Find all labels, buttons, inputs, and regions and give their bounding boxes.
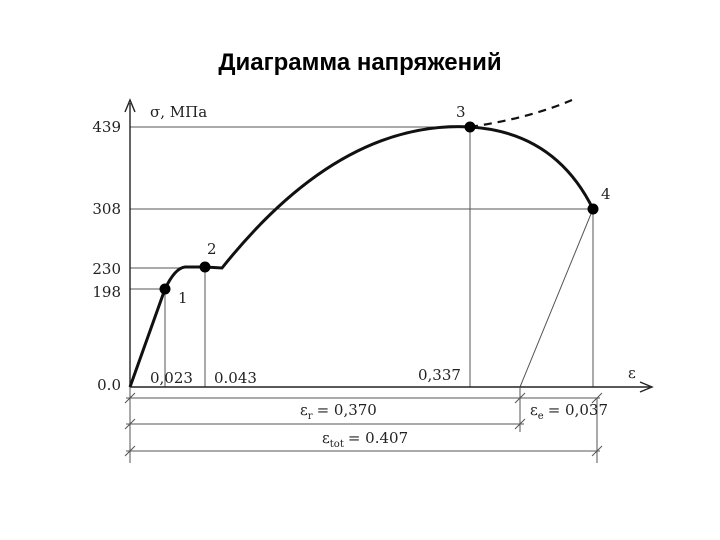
unload-line xyxy=(519,208,594,388)
grid-lines xyxy=(130,126,594,388)
subscript: r xyxy=(308,411,313,422)
y-tick-label: 308 xyxy=(92,200,121,218)
dimension-label: εtot = 0.407 xyxy=(322,429,408,450)
stress-curve xyxy=(128,125,595,388)
dashed-curve xyxy=(469,98,573,129)
dimension-label: εr = 0,370 xyxy=(300,401,377,422)
point-label: 3 xyxy=(456,103,466,121)
y-tick-label: 0.0 xyxy=(97,376,121,394)
point-label: 2 xyxy=(207,240,217,258)
symbol: ε xyxy=(300,401,308,419)
dimension-label: εe = 0,037 xyxy=(530,401,608,422)
symbol: ε xyxy=(530,401,538,419)
axes xyxy=(124,98,654,393)
x-axis-label: ε xyxy=(628,364,636,382)
y-tick-label: 230 xyxy=(92,260,121,278)
value: = 0,370 xyxy=(317,401,377,419)
dimension-ticks xyxy=(124,392,603,457)
y-ticks: 439 308 230 198 0.0 xyxy=(92,118,121,394)
x-tick-label: 0,023 xyxy=(150,369,193,387)
point-label: 4 xyxy=(601,185,611,203)
subscript: e xyxy=(538,411,544,422)
y-axis-label: σ, МПа xyxy=(150,103,207,121)
value: = 0.407 xyxy=(348,429,408,447)
point xyxy=(464,121,476,133)
y-arrow xyxy=(124,98,136,113)
point xyxy=(159,283,171,295)
x-tick-label: 0.043 xyxy=(214,369,257,387)
point xyxy=(587,203,599,215)
value: = 0,037 xyxy=(548,401,608,419)
y-tick-label: 198 xyxy=(92,283,121,301)
x-tick-label: 0,337 xyxy=(418,366,461,384)
title: Диаграмма напряжений xyxy=(218,49,501,76)
points xyxy=(159,121,599,295)
point-label: 1 xyxy=(178,289,188,307)
x-arrow xyxy=(639,381,654,393)
y-tick-label: 439 xyxy=(92,118,121,136)
symbol: ε xyxy=(322,429,330,447)
point xyxy=(199,261,211,273)
subscript: tot xyxy=(330,439,344,450)
dimension-lines xyxy=(124,387,603,463)
